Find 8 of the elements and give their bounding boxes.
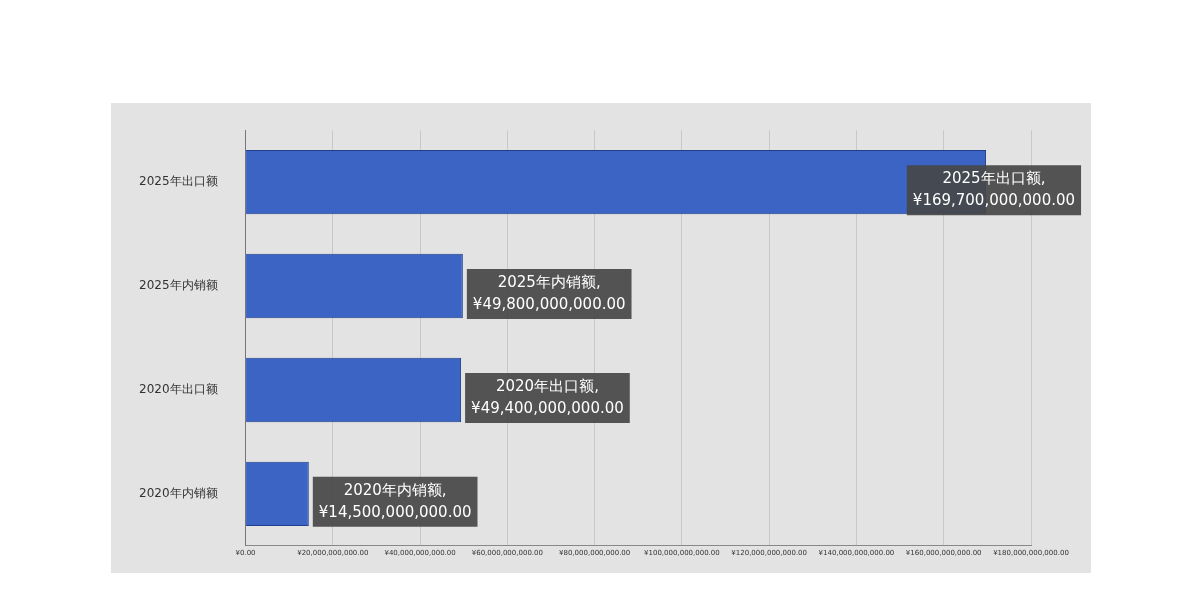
data-label: 2025年内销额, ¥49,800,000,000.00 [472,272,626,313]
y-tick-label: 2025年出口额 [138,174,218,189]
y-tick-label: 2020年出口额 [138,382,218,397]
y-tick-label: 2025年内销额 [138,278,218,293]
data-label: 2020年出口额, ¥49,400,000,000.00 [471,376,624,417]
data-label: 2025年出口额, ¥169,700,000,000.00 [912,169,1076,210]
y-tick-label: 2020年内销额 [138,485,218,500]
data-label: 2020年内销额, ¥14,500,000,000.00 [318,480,472,521]
